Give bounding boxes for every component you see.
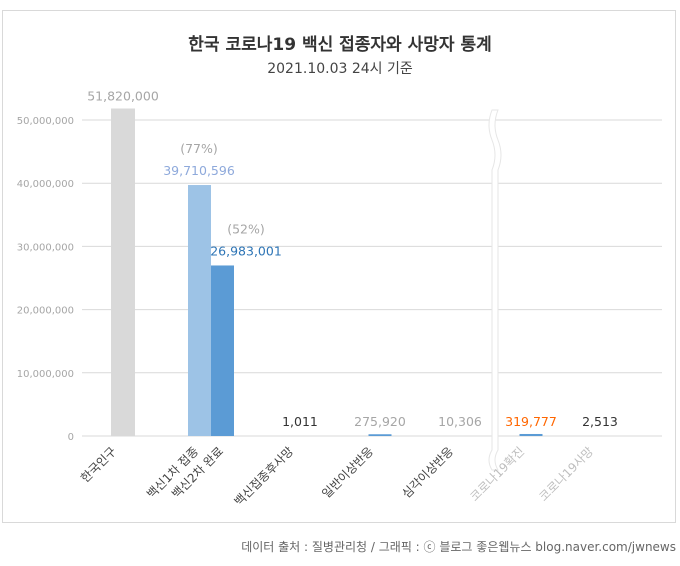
data-label: 1,011 [282, 414, 318, 429]
x-tick-label: 일반이상반응 [319, 444, 376, 501]
x-tick-label: 심각이상반응 [399, 444, 456, 501]
y-tick-label: 30,000,000 [17, 242, 74, 253]
y-tick-label: 50,000,000 [17, 116, 74, 127]
data-source: 데이터 출처 : 질병관리청 / 그래픽 : ⓒ 블로그 좋은웹뉴스 blog.… [241, 540, 676, 554]
bar [111, 108, 135, 437]
data-label: 26,983,001 [210, 243, 282, 258]
data-label: 2,513 [582, 414, 618, 429]
percent-label: (77%) [180, 141, 218, 156]
percent-label: (52%) [227, 221, 265, 236]
y-tick-label: 0 [68, 432, 74, 443]
data-label: 275,920 [354, 414, 406, 429]
x-tick-label: 코로나19확진 [467, 444, 527, 504]
bar [188, 185, 211, 436]
y-tick-label: 10,000,000 [17, 369, 74, 380]
x-tick-label: 백신접종후사망 [232, 444, 297, 509]
data-label: 319,777 [505, 414, 557, 429]
data-label: 39,710,596 [163, 163, 235, 178]
chart-title: 한국 코로나19 백신 접종자와 사망자 통계 [188, 35, 492, 55]
bar [519, 433, 543, 436]
axis-break [488, 109, 502, 471]
bar [368, 434, 392, 436]
x-tick-label: 한국인구 [78, 444, 119, 485]
x-tick-label: 코로나19사망 [536, 444, 596, 504]
y-tick-label: 20,000,000 [17, 306, 74, 317]
bar [211, 265, 234, 436]
data-label: 10,306 [438, 414, 482, 429]
chart-subtitle: 2021.10.03 24시 기준 [267, 61, 413, 77]
data-label: 51,820,000 [87, 88, 159, 103]
chart-frame [2, 10, 676, 523]
y-tick-label: 40,000,000 [17, 179, 74, 190]
